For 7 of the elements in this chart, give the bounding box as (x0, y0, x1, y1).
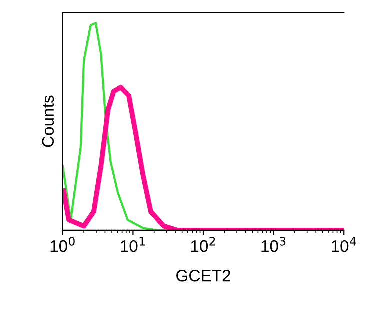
x-tick-label: 10$^{4}$ (332, 237, 356, 252)
x-tick-label: 10$^{3}$ (262, 237, 286, 252)
x-tick-label: 10$^{2}$ (191, 237, 216, 252)
x-tick-label: 10$^{1}$ (121, 237, 145, 252)
x-axis-title: GCET2 (176, 270, 230, 282)
y-axis-title: Counts (42, 96, 54, 148)
x-tick-label: 10$^{0}$ (50, 237, 75, 252)
